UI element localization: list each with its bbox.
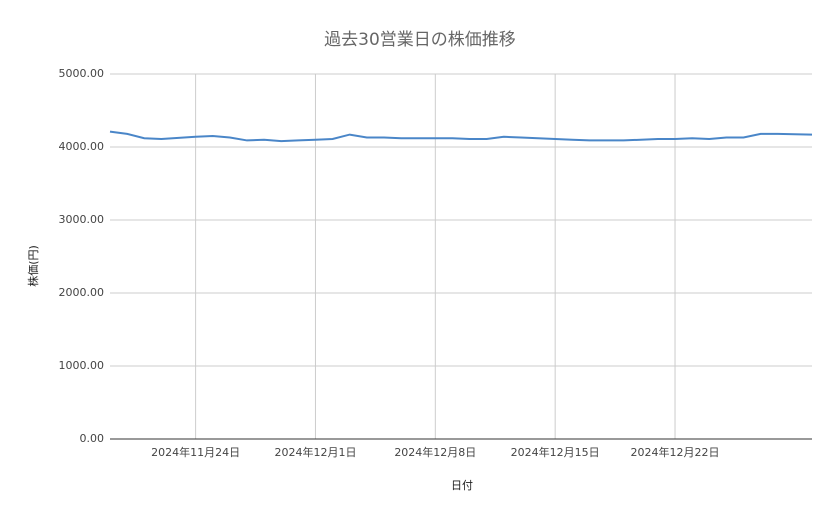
y-tick-label: 5000.00 <box>59 67 105 80</box>
x-tick-label: 2024年12月8日 <box>394 445 476 459</box>
x-tick-label: 2024年12月22日 <box>631 445 720 459</box>
data-line <box>109 130 813 143</box>
y-axis-title: 株価(円) <box>26 245 40 287</box>
x-tick-label: 2024年11月24日 <box>151 445 240 459</box>
y-tick-label: 1000.00 <box>59 359 105 372</box>
y-tick-label: 0.00 <box>80 432 105 445</box>
x-tick-label: 2024年12月15日 <box>511 445 600 459</box>
x-axis-title: 日付 <box>451 479 473 492</box>
y-tick-label: 3000.00 <box>59 213 105 226</box>
chart-title: 過去30営業日の株価推移 <box>324 30 516 50</box>
y-tick-label: 4000.00 <box>59 140 105 153</box>
x-tick-label: 2024年12月1日 <box>274 445 356 459</box>
y-tick-label: 2000.00 <box>59 286 105 299</box>
